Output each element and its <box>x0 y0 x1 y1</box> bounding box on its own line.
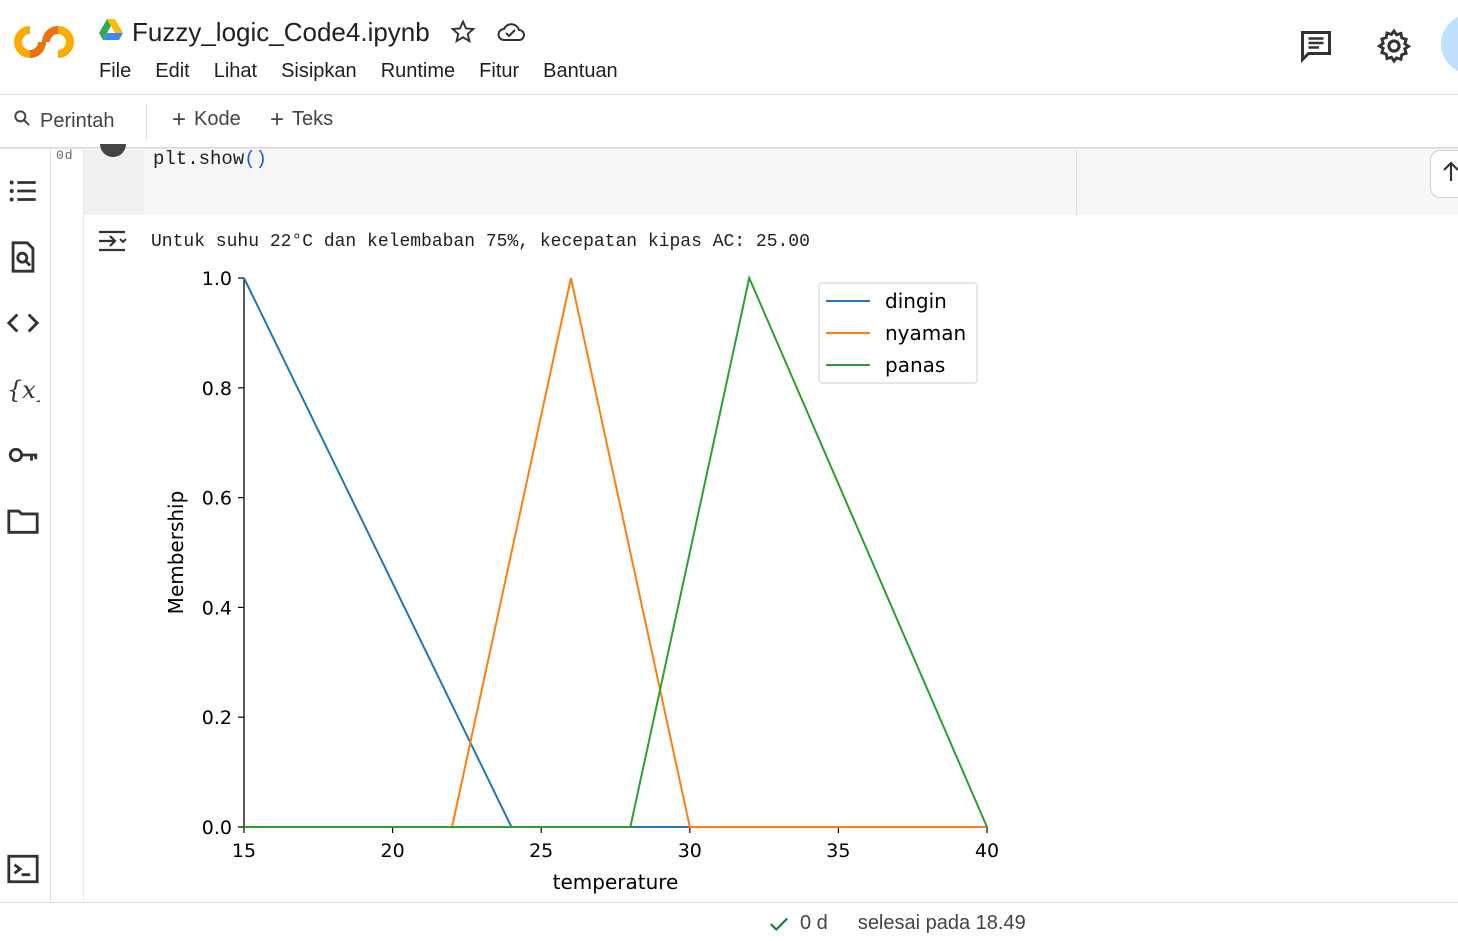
code-cell-side <box>1076 150 1458 215</box>
comment-icon[interactable] <box>1298 28 1334 64</box>
x-tick-label: 35 <box>826 840 850 862</box>
run-cell-button[interactable] <box>98 138 128 158</box>
folder-icon[interactable] <box>6 504 40 538</box>
menu-view[interactable]: Lihat <box>213 60 258 82</box>
output-text: Untuk suhu 22°C dan kelembaban 75%, kece… <box>151 232 810 252</box>
search-icon <box>12 108 32 134</box>
x-axis-label: temperature <box>553 870 679 894</box>
menu-bar: File Edit Lihat Sisipkan Runtime Fitur B… <box>99 60 642 83</box>
code-parens: () <box>244 148 268 170</box>
gear-icon[interactable] <box>1375 27 1413 65</box>
series-line-panas <box>244 274 988 828</box>
add-text-button[interactable]: + Teks <box>270 105 334 133</box>
status-time: 0 d <box>800 912 828 934</box>
header-divider <box>0 94 1458 95</box>
add-code-button[interactable]: + Kode <box>172 105 241 133</box>
x-tick-label: 30 <box>678 840 702 862</box>
variables-icon[interactable]: {x} <box>6 372 51 406</box>
x-tick-label: 15 <box>232 840 256 862</box>
y-tick-label: 0.2 <box>202 707 232 729</box>
membership-chart: 15 20 25 30 35 40 0.0 0.2 0.4 0.6 0.8 1.0 temperatur… <box>164 268 999 894</box>
status-divider <box>0 902 1458 903</box>
y-tick-label: 0.0 <box>202 817 232 839</box>
cell-border <box>83 150 84 902</box>
execution-time: 0d <box>56 148 74 163</box>
y-axis-label: Membership <box>164 491 188 615</box>
code-snippets-icon[interactable] <box>6 306 40 340</box>
legend-label-nyaman: nyaman <box>885 321 966 345</box>
status-bar: 0 d selesai pada 18.49 <box>768 912 1026 935</box>
cloud-saved-icon[interactable] <box>496 19 525 45</box>
title-row: Fuzzy_logic_Code4.ipynb <box>98 14 525 50</box>
status-text: selesai pada 18.49 <box>857 912 1026 934</box>
code-line[interactable]: plt.show() <box>153 148 267 170</box>
legend-box <box>818 282 978 384</box>
toolbar-divider <box>146 103 147 139</box>
menu-runtime[interactable]: Runtime <box>380 60 456 82</box>
notebook-title[interactable]: Fuzzy_logic_Code4.ipynb <box>132 16 430 47</box>
chart-legend: dingin nyaman panas <box>818 282 978 384</box>
plus-icon: + <box>172 105 187 133</box>
menu-tools[interactable]: Fitur <box>479 60 520 82</box>
colab-logo[interactable] <box>12 22 76 62</box>
legend-label-dingin: dingin <box>885 289 947 313</box>
y-tick-label: 0.6 <box>202 488 232 510</box>
star-icon[interactable] <box>450 19 476 45</box>
toolbar-shadow <box>0 147 1458 150</box>
menu-help[interactable]: Bantuan <box>543 60 618 82</box>
add-code-label: Kode <box>194 108 241 130</box>
table-of-contents-icon[interactable] <box>6 174 40 208</box>
output-actions-icon[interactable] <box>96 228 130 254</box>
scroll-up-button[interactable] <box>1430 150 1458 198</box>
find-replace-icon[interactable] <box>6 240 40 274</box>
svg-text:{x}: {x} <box>7 376 40 404</box>
legend-label-panas: panas <box>885 353 945 377</box>
plus-icon: + <box>270 105 285 133</box>
avatar[interactable] <box>1441 14 1458 74</box>
cell-gutter <box>83 150 144 215</box>
google-drive-icon <box>98 18 124 47</box>
y-tick-label: 0.8 <box>202 378 232 400</box>
code-cell-editor[interactable] <box>144 150 1076 215</box>
add-text-label: Teks <box>292 108 334 130</box>
menu-file[interactable]: File <box>99 60 132 82</box>
terminal-icon[interactable] <box>6 852 40 886</box>
menu-insert[interactable]: Sisipkan <box>281 60 357 82</box>
command-label: Perintah <box>40 109 115 132</box>
x-tick-label: 40 <box>975 840 999 862</box>
chart-lines <box>243 274 988 828</box>
left-sidebar: {x} <box>0 150 51 902</box>
y-tick-label: 0.4 <box>202 597 232 619</box>
x-tick-label: 25 <box>529 840 553 862</box>
y-tick-label: 1.0 <box>202 268 232 290</box>
key-icon[interactable] <box>6 438 40 472</box>
code-call: plt.show <box>153 148 245 170</box>
x-tick-label: 20 <box>381 840 405 862</box>
check-icon <box>768 913 790 935</box>
command-palette-button[interactable]: Perintah <box>12 108 115 134</box>
menu-edit[interactable]: Edit <box>155 60 190 82</box>
